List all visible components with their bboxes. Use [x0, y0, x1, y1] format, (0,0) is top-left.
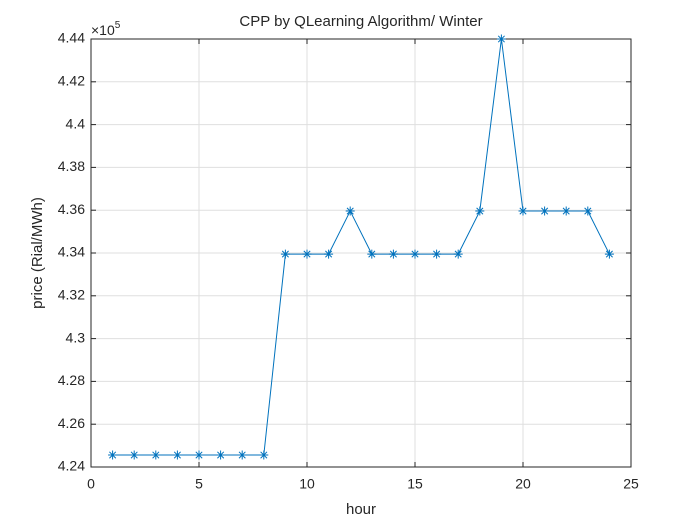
x-tick-label: 15: [407, 476, 423, 492]
marker: [561, 206, 571, 216]
y-tick-label: 4.28: [58, 372, 85, 388]
marker: [475, 206, 485, 216]
y-tick-label: 4.4: [66, 115, 86, 131]
y-tick-label: 4.44: [58, 30, 85, 46]
y-tick-label: 4.42: [58, 73, 85, 89]
plot-frame: [90, 38, 632, 468]
marker: [151, 450, 161, 460]
x-tick-label: 10: [299, 476, 315, 492]
y-tick-label: 4.24: [58, 458, 85, 474]
y-tick-label: 4.38: [58, 158, 85, 174]
marker: [280, 249, 290, 259]
x-tick-label: 0: [87, 476, 95, 492]
y-multiplier: ×105: [91, 20, 121, 38]
marker: [194, 450, 204, 460]
marker: [388, 249, 398, 259]
marker: [540, 206, 550, 216]
x-tick-label: 25: [623, 476, 639, 492]
chart-title: CPP by QLearning Algorithm/ Winter: [239, 13, 482, 30]
marker: [583, 206, 593, 216]
marker: [108, 450, 118, 460]
marker: [410, 249, 420, 259]
marker: [216, 450, 226, 460]
marker: [302, 249, 312, 259]
y-multiplier-base: ×10: [91, 22, 115, 38]
y-tick-label: 4.34: [58, 244, 85, 260]
marker: [604, 249, 614, 259]
marker: [367, 249, 377, 259]
marker: [129, 450, 139, 460]
y-tick-label: 4.32: [58, 287, 85, 303]
marker: [453, 249, 463, 259]
y-tick-label: 4.36: [58, 201, 85, 217]
marker: [496, 34, 506, 44]
y-tick-label: 4.26: [58, 415, 85, 431]
marker: [432, 249, 442, 259]
x-tick-label: 20: [515, 476, 531, 492]
marker: [259, 450, 269, 460]
y-tick-label: 4.3: [66, 329, 86, 345]
marker: [237, 450, 247, 460]
x-axis-label: hour: [346, 501, 376, 518]
marker: [324, 249, 334, 259]
marker: [345, 206, 355, 216]
marker: [172, 450, 182, 460]
y-multiplier-exponent: 5: [115, 20, 121, 31]
x-tick-label: 5: [195, 476, 203, 492]
y-axis-label: price (Rial/MWh): [29, 197, 46, 309]
marker: [518, 206, 528, 216]
